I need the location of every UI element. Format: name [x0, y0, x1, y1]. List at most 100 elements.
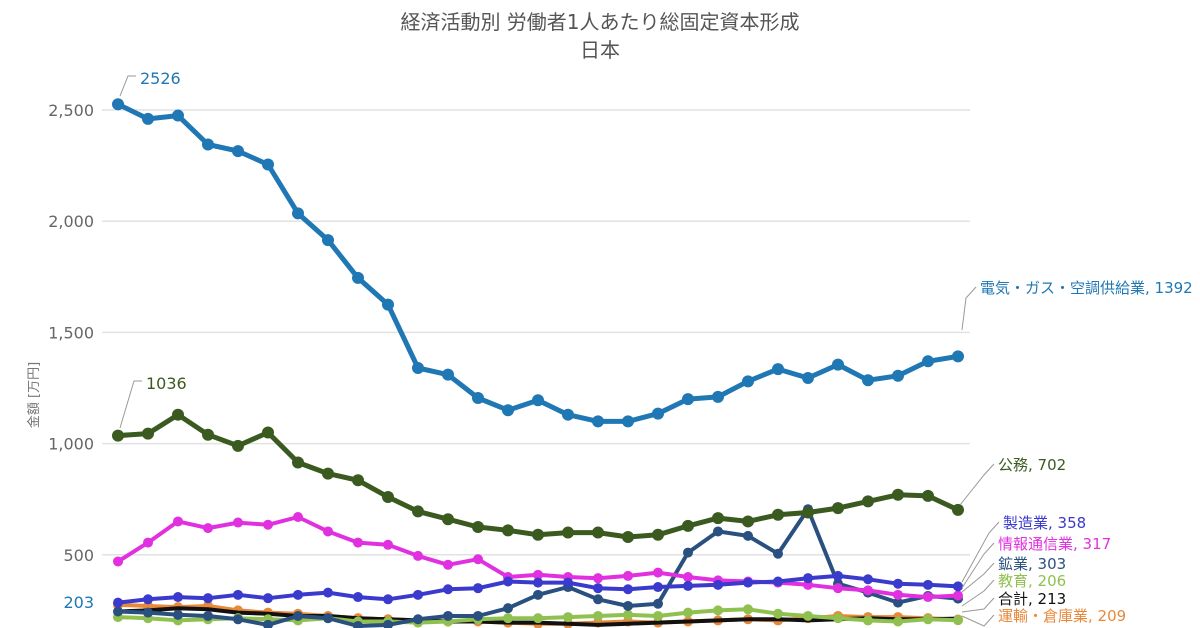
- series-start-label: 1036: [146, 374, 187, 393]
- series-end-label: 教育, 206: [998, 572, 1066, 590]
- data-point: [173, 516, 183, 527]
- data-point: [533, 569, 543, 580]
- series-2: [112, 408, 964, 544]
- y-axis-label: 金額 [万円]: [26, 362, 42, 428]
- series-line: [117, 412, 960, 540]
- data-point: [623, 570, 633, 581]
- data-point: [832, 358, 844, 371]
- data-point: [503, 576, 513, 587]
- data-point: [593, 610, 603, 621]
- data-point: [472, 392, 484, 405]
- data-point: [953, 581, 963, 592]
- leader-line: [961, 521, 1000, 583]
- data-point: [263, 593, 273, 604]
- data-point: [443, 559, 453, 570]
- data-point: [232, 439, 244, 452]
- series-end-label: 情報通信業, 317: [998, 535, 1111, 553]
- series-4: [113, 511, 963, 603]
- leader-line: [961, 542, 995, 589]
- data-point: [293, 589, 303, 600]
- chart-subtitle: 日本: [580, 38, 620, 62]
- data-point: [682, 393, 694, 406]
- series-end-label: 鉱業, 303: [998, 555, 1066, 573]
- data-point: [922, 489, 934, 502]
- series-line: [117, 507, 959, 628]
- series-start-label: 203: [63, 593, 94, 612]
- data-point: [443, 584, 453, 595]
- data-point: [113, 597, 123, 608]
- data-point: [233, 589, 243, 600]
- data-point: [683, 580, 693, 591]
- data-point: [773, 548, 783, 559]
- series-end-label: 製造業, 358: [1003, 514, 1086, 532]
- data-point: [803, 573, 813, 584]
- data-point: [353, 537, 363, 548]
- data-point: [413, 614, 423, 625]
- data-point: [862, 495, 874, 508]
- data-point: [683, 572, 693, 583]
- data-point: [533, 577, 543, 588]
- data-point: [382, 490, 394, 503]
- data-point: [442, 368, 454, 381]
- data-point: [683, 547, 693, 558]
- data-point: [593, 573, 603, 584]
- data-point: [263, 519, 273, 530]
- data-point: [113, 556, 123, 567]
- data-point: [412, 361, 424, 374]
- data-point: [563, 612, 573, 623]
- data-point: [593, 583, 603, 594]
- data-point: [473, 583, 483, 594]
- data-point: [323, 587, 333, 598]
- data-point: [893, 578, 903, 589]
- data-point: [172, 408, 184, 421]
- series-end-label: 運輸・倉庫業, 209: [998, 607, 1126, 625]
- data-point: [143, 607, 153, 618]
- leader-line: [959, 463, 995, 506]
- data-point: [413, 589, 423, 600]
- data-point: [563, 577, 573, 588]
- data-point: [712, 390, 724, 403]
- data-point: [893, 589, 903, 600]
- data-point: [112, 98, 124, 111]
- data-point: [113, 606, 123, 617]
- data-point: [952, 503, 964, 516]
- data-point: [743, 530, 753, 541]
- series-end-label: 公務, 702: [998, 456, 1066, 474]
- data-point: [293, 610, 303, 621]
- data-point: [173, 592, 183, 603]
- data-point: [383, 539, 393, 550]
- data-point: [232, 145, 244, 158]
- data-point: [593, 594, 603, 605]
- data-point: [772, 363, 784, 376]
- data-point: [292, 207, 304, 220]
- data-point: [323, 613, 333, 624]
- data-point: [893, 616, 903, 627]
- data-point: [623, 609, 633, 620]
- data-point: [592, 415, 604, 428]
- data-point: [953, 615, 963, 626]
- series-start-label: 2526: [140, 69, 181, 88]
- data-point: [682, 519, 694, 532]
- data-point: [863, 615, 873, 626]
- data-point: [802, 506, 814, 519]
- data-point: [833, 570, 843, 581]
- data-point: [142, 427, 154, 440]
- leader-line: [119, 380, 142, 429]
- data-point: [712, 512, 724, 525]
- data-point: [142, 112, 154, 125]
- leader-line: [119, 75, 136, 97]
- data-point: [713, 579, 723, 590]
- data-point: [322, 467, 334, 480]
- data-point: [742, 375, 754, 388]
- leader-line: [961, 562, 995, 593]
- data-point: [653, 582, 663, 593]
- data-point: [262, 158, 274, 171]
- data-point: [203, 610, 213, 621]
- data-point: [383, 619, 393, 628]
- data-point: [352, 271, 364, 284]
- leader-line: [961, 286, 977, 331]
- data-point: [203, 523, 213, 534]
- data-point: [413, 550, 423, 561]
